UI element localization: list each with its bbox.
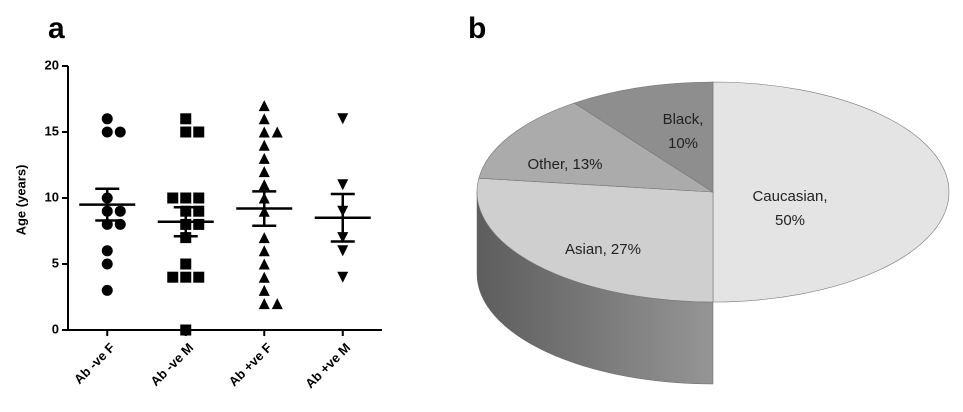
- slice-label: Caucasian,: [752, 188, 827, 205]
- slice: [476, 177, 714, 303]
- point: [258, 245, 270, 257]
- slice: [478, 102, 715, 193]
- point: [180, 271, 192, 283]
- point: [258, 284, 270, 296]
- y-tick-label: 15: [45, 123, 59, 138]
- point: [193, 126, 205, 138]
- error-bar: [95, 187, 120, 222]
- point: [337, 113, 349, 125]
- point: [271, 298, 283, 310]
- point: [193, 271, 205, 283]
- slice: [573, 81, 714, 193]
- point: [180, 232, 192, 244]
- point: [258, 152, 270, 164]
- x-tick-label: Ab -ve M: [147, 340, 196, 389]
- point: [258, 139, 270, 151]
- point: [101, 284, 113, 296]
- point: [258, 258, 270, 270]
- point: [337, 245, 349, 257]
- point: [271, 126, 283, 138]
- y-tick-label: 5: [52, 255, 59, 270]
- point: [167, 192, 179, 204]
- error-bar: [330, 192, 355, 243]
- point: [101, 126, 113, 138]
- error-bar: [173, 205, 198, 238]
- point: [114, 126, 126, 138]
- point: [193, 205, 205, 217]
- point: [258, 232, 270, 244]
- point: [193, 218, 205, 230]
- point: [101, 113, 113, 125]
- x-tick-label: Ab -ve F: [71, 340, 118, 387]
- point: [180, 126, 192, 138]
- point: [180, 192, 192, 204]
- y-axis-label: Age (years): [13, 165, 28, 236]
- point: [101, 258, 113, 270]
- point: [167, 271, 179, 283]
- y-tick-label: 10: [45, 189, 59, 204]
- panel-label: b: [468, 12, 486, 45]
- point: [258, 100, 270, 112]
- point: [258, 298, 270, 310]
- slice-label: Other, 13%: [527, 156, 602, 173]
- point: [180, 113, 192, 125]
- point: [258, 271, 270, 283]
- point: [258, 126, 270, 138]
- point: [101, 245, 113, 257]
- point: [258, 113, 270, 125]
- point: [337, 179, 349, 191]
- slice: [712, 81, 950, 303]
- point: [193, 192, 205, 204]
- x-tick-label: Ab +ve F: [226, 340, 275, 389]
- error-bar: [252, 190, 277, 227]
- y-tick-label: 0: [52, 321, 59, 336]
- slice-label: 50%: [775, 212, 805, 229]
- point: [180, 324, 192, 336]
- slice-label: Asian, 27%: [565, 241, 641, 258]
- point: [258, 166, 270, 178]
- panel-label: a: [48, 12, 65, 45]
- point: [258, 179, 270, 191]
- x-tick-label: Ab +ve M: [302, 340, 353, 391]
- y-tick-label: 20: [45, 57, 59, 72]
- slice-label: 10%: [668, 135, 698, 152]
- point: [180, 258, 192, 270]
- point: [114, 205, 126, 217]
- slice-label: Black,: [663, 111, 704, 128]
- point: [337, 271, 349, 283]
